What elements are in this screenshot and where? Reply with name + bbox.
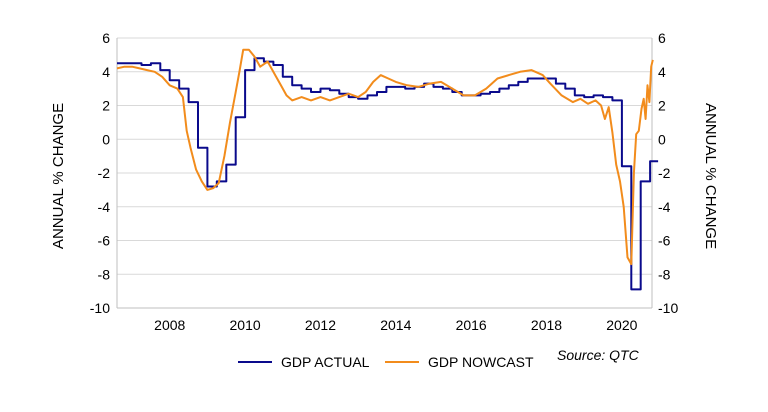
y-tick-label-right: -4 [658, 199, 671, 215]
y-tick-label-left: -6 [98, 233, 111, 249]
series-line-gdp-nowcast [116, 48, 654, 266]
gridlines [117, 37, 652, 275]
y-tick-label-left: -10 [90, 300, 110, 316]
x-tick-label: 2018 [531, 317, 562, 333]
y-tick-label-left: 4 [102, 64, 110, 80]
y-tick-label-right: -2 [658, 165, 671, 181]
x-tick-label: 2016 [456, 317, 487, 333]
x-tick-label: 2008 [154, 317, 185, 333]
legend-label-actual: GDP ACTUAL [281, 354, 370, 370]
x-tick-label: 2012 [305, 317, 336, 333]
y-tick-label-right: -6 [658, 233, 671, 249]
y-tick-label-right: 6 [658, 30, 666, 46]
right-y-tick-labels: -10 -8 -6 -4 -2 0 2 4 6 [658, 30, 678, 316]
y-tick-label-left: -2 [98, 165, 111, 181]
series-line-gdp-actual [117, 57, 659, 291]
y-tick-label-right: 2 [658, 98, 666, 114]
y-tick-label-left: -8 [98, 266, 111, 282]
y-tick-label-right: 4 [658, 64, 666, 80]
series-lines [116, 48, 659, 291]
y-tick-label-left: 0 [102, 131, 110, 147]
y-tick-label-left: 2 [102, 98, 110, 114]
right-y-axis-label: ANNUAL % CHANGE [702, 103, 719, 249]
legend: GDP ACTUAL GDP NOWCAST [238, 354, 534, 370]
left-y-axis-label: ANNUAL % CHANGE [50, 103, 67, 249]
y-tick-label-left: -4 [98, 199, 111, 215]
legend-label-nowcast: GDP NOWCAST [428, 354, 534, 370]
left-y-tick-labels: -10 -8 -6 -4 -2 0 2 4 6 [90, 30, 110, 316]
x-tick-label: 2014 [380, 317, 411, 333]
source-note: Source: QTC [557, 347, 640, 363]
y-tick-label-left: 6 [102, 30, 110, 46]
y-tick-label-right: -8 [658, 266, 671, 282]
y-tick-label-right: -10 [658, 300, 678, 316]
y-tick-label-right: 0 [658, 131, 666, 147]
x-tick-labels: 2008 2010 2012 2014 2016 2018 2020 [154, 317, 637, 333]
x-tick-label: 2010 [230, 317, 261, 333]
x-tick-label: 2020 [606, 317, 637, 333]
